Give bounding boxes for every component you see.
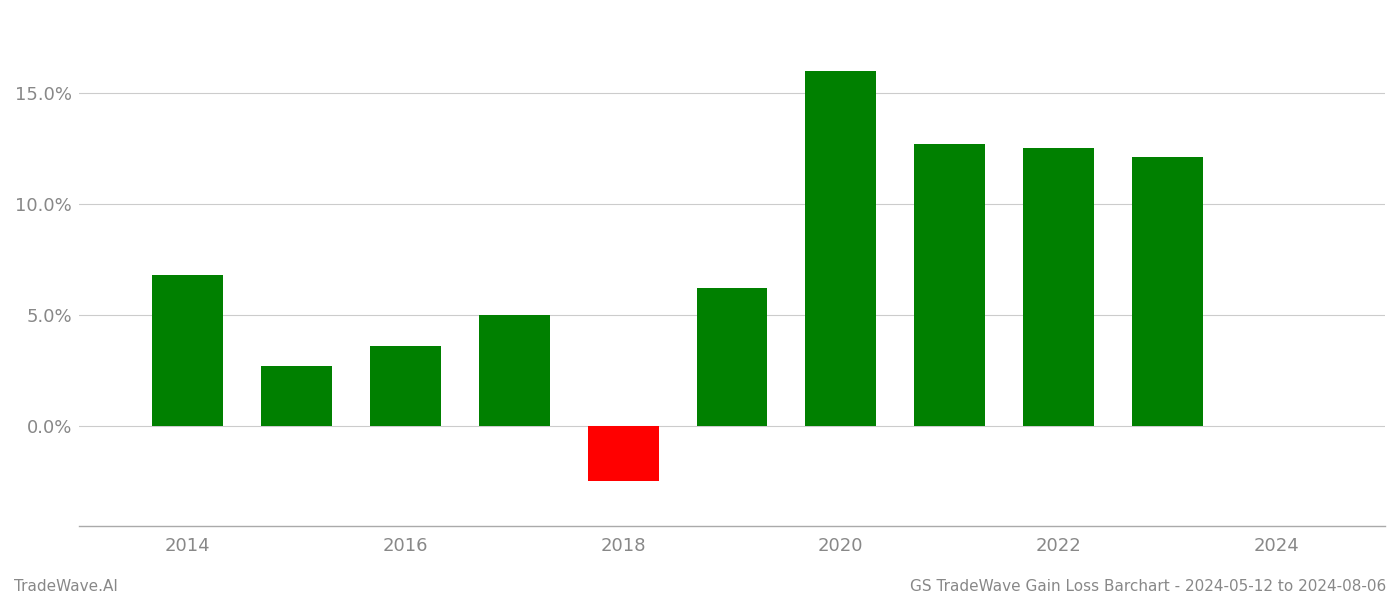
- Bar: [479, 315, 550, 426]
- Bar: [805, 71, 876, 426]
- Bar: [370, 346, 441, 426]
- Bar: [588, 426, 658, 481]
- Bar: [1023, 148, 1093, 426]
- Text: TradeWave.AI: TradeWave.AI: [14, 579, 118, 594]
- Bar: [697, 288, 767, 426]
- Text: GS TradeWave Gain Loss Barchart - 2024-05-12 to 2024-08-06: GS TradeWave Gain Loss Barchart - 2024-0…: [910, 579, 1386, 594]
- Bar: [262, 366, 332, 426]
- Bar: [153, 275, 223, 426]
- Bar: [1133, 157, 1203, 426]
- Bar: [914, 144, 986, 426]
